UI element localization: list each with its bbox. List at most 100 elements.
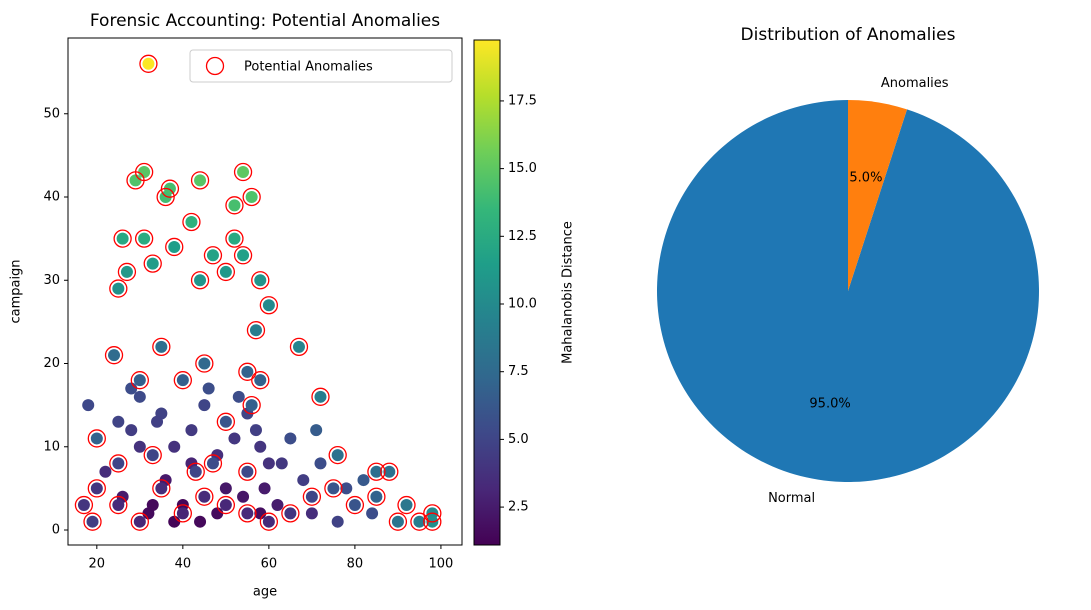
colorbar-tick-label: 2.5	[508, 500, 529, 515]
anomaly-ring	[165, 237, 184, 257]
point	[112, 499, 125, 512]
point	[254, 440, 267, 453]
point	[219, 415, 232, 428]
point	[129, 174, 142, 187]
point	[112, 415, 125, 428]
x-axis-label: age	[253, 585, 277, 600]
y-tick-label: 50	[43, 106, 60, 121]
anomaly-ring	[87, 429, 106, 448]
point	[297, 474, 310, 487]
legend-marker	[205, 56, 225, 76]
colorbar-label: Mahalanobis Distance	[561, 221, 576, 364]
anomaly-ring	[173, 371, 192, 390]
point	[125, 424, 138, 437]
point	[391, 515, 404, 528]
point	[275, 457, 288, 470]
anomaly-ring	[251, 371, 270, 390]
point	[254, 374, 267, 387]
point	[228, 432, 241, 445]
anomaly-ring	[302, 487, 322, 506]
anomaly-ring	[190, 271, 210, 290]
colorbar-tick-label: 15.0	[508, 161, 537, 176]
colorbar-tick-label: 17.5	[508, 93, 537, 108]
anomaly-ring	[109, 495, 128, 515]
point	[194, 174, 207, 187]
point	[189, 465, 202, 478]
y-tick-label: 40	[43, 190, 60, 205]
point	[211, 507, 224, 520]
point	[366, 507, 379, 520]
point	[232, 390, 245, 403]
point	[185, 424, 198, 437]
anomaly-ring	[242, 395, 261, 415]
anomaly-ring	[156, 187, 175, 207]
point	[284, 507, 297, 520]
pie-value-label: 95.0%	[809, 397, 850, 412]
anomaly-ring	[152, 337, 171, 357]
point	[202, 382, 215, 395]
anomaly-ring	[238, 504, 257, 523]
anomaly-ring	[238, 462, 257, 481]
point	[206, 457, 219, 470]
pie-slice	[657, 100, 1040, 483]
point	[413, 515, 426, 528]
anomaly-ring	[397, 495, 416, 515]
anomaly-ring	[143, 445, 162, 465]
point	[116, 232, 129, 245]
point	[241, 465, 254, 478]
anomaly-ring	[380, 462, 399, 481]
pie-value-label: 5.0%	[849, 170, 882, 185]
anomaly-ring	[182, 212, 201, 232]
point	[314, 390, 327, 403]
point	[305, 507, 318, 520]
anomaly-ring	[190, 171, 210, 190]
anomaly-ring	[242, 187, 261, 207]
anomaly-ring	[113, 229, 132, 248]
point	[327, 482, 340, 495]
point	[206, 249, 219, 262]
point	[219, 499, 232, 512]
anomaly-ring	[367, 462, 386, 481]
colorbar	[473, 39, 501, 546]
anomaly-ring	[216, 412, 236, 431]
point	[370, 465, 383, 478]
anomaly-ring	[225, 229, 244, 248]
point	[262, 515, 275, 528]
colorbar-tick-label: 7.5	[508, 364, 529, 379]
x-tick-label: 80	[347, 557, 364, 572]
point	[314, 457, 327, 470]
point	[262, 457, 275, 470]
point	[340, 482, 353, 495]
point	[194, 515, 207, 528]
anomaly-ring	[134, 162, 154, 182]
point	[241, 507, 254, 520]
point	[305, 490, 318, 503]
point	[228, 232, 241, 245]
anomaly-ring	[233, 246, 253, 265]
point	[138, 166, 151, 179]
point	[271, 499, 284, 512]
anomaly-ring	[109, 279, 128, 298]
colorbar-tick-label: 10.0	[508, 297, 537, 312]
point	[146, 257, 159, 270]
point	[219, 482, 232, 495]
anomaly-ring	[324, 479, 343, 498]
point	[237, 490, 250, 503]
anomaly-ring	[74, 495, 94, 515]
point	[198, 399, 211, 412]
point	[383, 465, 396, 478]
point	[86, 515, 99, 528]
point	[219, 265, 232, 278]
point	[99, 465, 112, 478]
point	[258, 482, 271, 495]
point	[228, 199, 241, 212]
anomaly-ring	[311, 387, 330, 406]
colorbar-tick-label: 12.5	[508, 229, 537, 244]
anomaly-ring	[259, 512, 279, 531]
point	[249, 324, 262, 337]
pie-label: Normal	[768, 491, 815, 506]
point	[245, 399, 258, 412]
point	[245, 191, 258, 204]
point	[292, 340, 305, 353]
point	[254, 274, 267, 287]
